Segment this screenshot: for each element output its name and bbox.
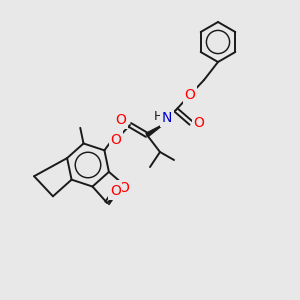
Text: O: O [111,133,122,147]
Text: N: N [162,111,172,125]
Text: O: O [116,113,126,127]
Polygon shape [146,124,164,137]
Text: O: O [184,88,195,102]
Text: O: O [118,181,129,195]
Text: H: H [153,110,163,122]
Text: O: O [194,116,204,130]
Text: O: O [110,184,121,198]
